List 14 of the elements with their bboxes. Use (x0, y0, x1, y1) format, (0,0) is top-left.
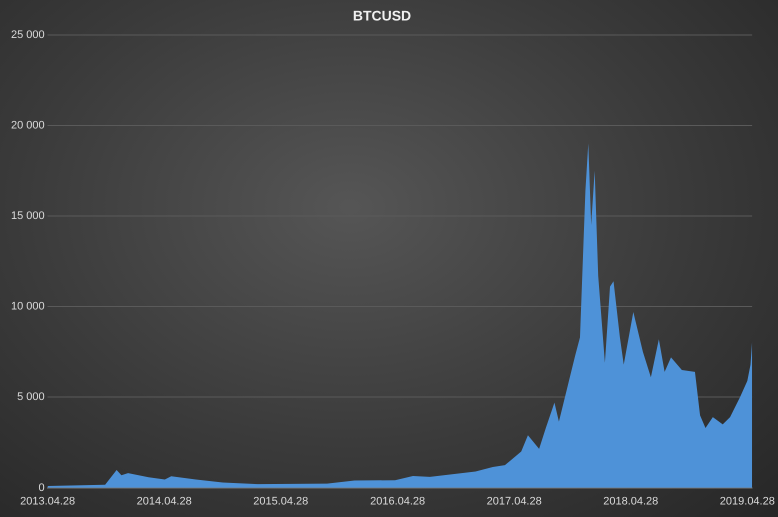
x-tick-label: 2016.04.28 (370, 495, 426, 508)
x-tick-label: 2015.04.28 (253, 495, 308, 508)
y-tick-label: 15 000 (10, 210, 45, 222)
y-tick-label: 20 000 (10, 119, 45, 132)
x-tick-label: 2013.04.28 (20, 495, 76, 508)
x-tick-label: 2014.04.28 (136, 495, 192, 508)
x-tick-label: 2017.04.28 (486, 495, 542, 508)
chart-title: BTCUSD (352, 7, 412, 24)
x-tick-label: 2019.04.28 (720, 495, 775, 508)
y-tick-label: 10 000 (10, 300, 45, 313)
y-tick-label: 0 (38, 482, 45, 494)
x-tick-label: 2018.04.28 (603, 495, 658, 508)
y-tick-label: 25 000 (10, 28, 45, 41)
y-tick-label: 5 000 (17, 391, 45, 404)
